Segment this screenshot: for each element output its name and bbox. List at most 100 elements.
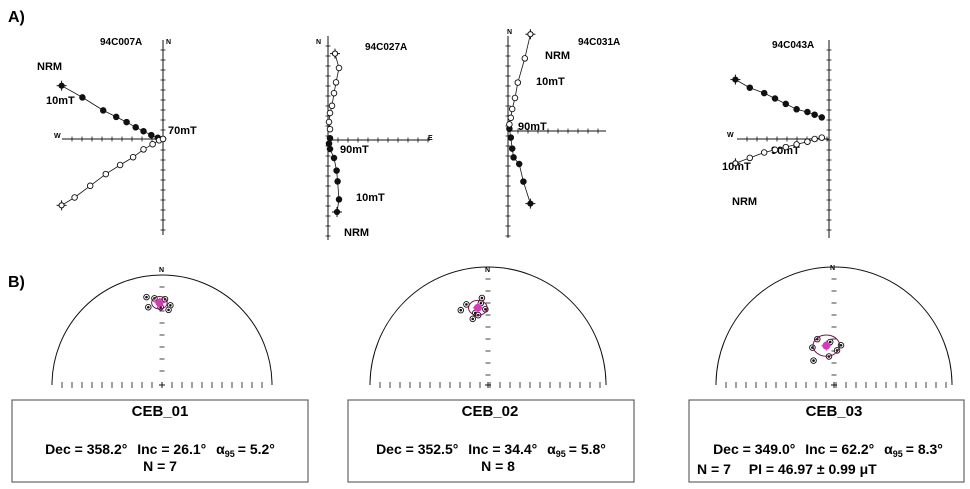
z3-title: 94C031A — [578, 37, 620, 48]
horizontal-projection-point — [140, 127, 147, 135]
z4-nrm-label: NRM — [732, 196, 757, 208]
nrm-point — [527, 31, 534, 38]
horizontal-projection-point — [520, 178, 527, 185]
a95-confidence-ellipse — [468, 299, 488, 316]
site-mean-dot — [167, 308, 170, 312]
nrm-point — [58, 82, 65, 89]
stats-line-1: Dec = 352.5° Inc = 34.4° α95 = 5.8° — [376, 441, 606, 459]
vertical-projection-point — [159, 135, 167, 143]
stats-box-CEB_02: CEB_02 Dec = 352.5° Inc = 34.4° α95 = 5.8… — [347, 399, 635, 483]
stereonet-CEB_03: N — [715, 265, 953, 388]
alpha-symbol: α — [216, 441, 225, 457]
vertical-projection-point — [325, 118, 333, 126]
dec-value: Dec = 352.5° — [376, 441, 458, 457]
nrm-point — [58, 202, 65, 209]
zijderveld-plot-94C031A: 94C031A N NRM 10mT 90mT — [505, 29, 620, 238]
z4-axis-ticks — [826, 49, 832, 231]
site-mean-dot — [145, 295, 148, 299]
horizontal-projection-point — [510, 154, 517, 161]
horizontal-projection-point — [782, 100, 790, 108]
z3-axis-ticks — [505, 45, 511, 237]
site-mean-dot — [169, 304, 172, 307]
panel-a-label: A) — [8, 9, 25, 26]
stats-box-CEB_01: CEB_01 Dec = 358.2° Inc = 26.1° α95 = 5.2… — [11, 399, 309, 483]
horizontal-projection-point — [148, 131, 155, 139]
z1-west-label: W — [54, 133, 61, 140]
stereonet-CEB_01: N — [51, 267, 273, 388]
vertical-projection-point — [326, 109, 334, 117]
vertical-projection-point — [811, 135, 818, 143]
horizontal-projection-point — [760, 89, 768, 97]
vertical-projection-point — [521, 55, 529, 62]
vertical-projection-point — [818, 134, 826, 141]
alpha-subscript: 95 — [893, 449, 903, 459]
z3-axis-ticks-h — [517, 128, 599, 134]
alpha-symbol: α — [547, 441, 556, 457]
net2-north-label: N — [485, 267, 490, 274]
vertical-projection-point — [116, 161, 124, 169]
alpha-subscript: 95 — [556, 449, 566, 459]
site-mean-dot — [812, 359, 815, 362]
primitive-circle — [715, 266, 953, 386]
zijderveld-plot-94C007A: 94C007A N W NRM 10mT 70mT — [37, 37, 197, 235]
horizontal-projection-point — [123, 118, 130, 126]
vertical-projection-point — [782, 143, 790, 151]
panel-b-label: B) — [8, 274, 25, 291]
vertical-projection-point — [760, 149, 768, 156]
vertical-projection-point — [86, 182, 94, 190]
vertical-projection-point — [507, 114, 515, 122]
horizontal-projection-point — [79, 94, 86, 101]
z3-10mt-label: 10mT — [536, 76, 565, 88]
z1-10mt-label: 10mT — [46, 95, 75, 107]
n-value: N = 7 — [697, 461, 731, 477]
site-mean-dot — [479, 301, 483, 305]
vertical-projection-point — [511, 94, 519, 102]
vertical-projection-point — [129, 153, 137, 161]
a95-confidence-ellipse — [812, 334, 841, 357]
nrm-point — [732, 76, 739, 83]
vertical-projection-point — [71, 194, 78, 201]
z2-east-label: E — [428, 135, 433, 142]
stats-box-title: CEB_02 — [462, 403, 519, 420]
inc-value: Inc = 34.4° — [468, 441, 537, 457]
z4-west-label: W — [727, 132, 734, 139]
z2-title: 94C027A — [365, 42, 407, 53]
vertical-projection-point — [514, 79, 522, 86]
nrm-point — [732, 160, 739, 167]
inc-value: Inc = 62.2° — [805, 441, 874, 457]
horizontal-projection-point — [507, 134, 515, 141]
horizontal-projection-point — [325, 140, 333, 147]
net1-north-label: N — [159, 267, 164, 274]
vertical-projection-point — [149, 140, 156, 148]
a95-confidence-ellipse — [151, 296, 168, 310]
primitive-circle — [51, 274, 273, 386]
horizontal-projection-point — [793, 106, 800, 113]
horizontal-projection-point — [333, 167, 340, 174]
horizontal-projection-point — [334, 178, 341, 185]
nrm-point — [331, 50, 339, 57]
z3-nrm-label: NRM — [545, 50, 570, 62]
z4-10mt-label: 10mT — [722, 161, 751, 173]
vertical-projection-point — [508, 105, 516, 113]
z1-70mt-label: 70mT — [168, 125, 197, 137]
vertical-projection-point — [328, 102, 336, 110]
z4-90mt-label: 90mT — [771, 145, 800, 157]
nrm-point — [333, 208, 341, 216]
alpha-symbol: α — [884, 441, 893, 457]
horizontal-projection-point — [326, 134, 334, 142]
z2-axis-ticks-h — [337, 137, 429, 143]
horizontal-projection-point — [515, 160, 523, 168]
stats-line-1: Dec = 358.2° Inc = 26.1° α95 = 5.2° — [45, 441, 275, 459]
stats-line-1: Dec = 349.0° Inc = 62.2° α95 = 8.3° — [713, 441, 943, 459]
vertical-projection-point — [102, 170, 110, 178]
dec-value: Dec = 358.2° — [45, 441, 127, 457]
a95-value: = 8.3° — [906, 441, 943, 457]
alpha-subscript: 95 — [225, 449, 235, 459]
z2-north-label: N — [316, 39, 321, 46]
nrm-point — [527, 200, 534, 207]
site-mean-dot — [828, 340, 832, 344]
horizontal-projection-point — [335, 196, 343, 203]
stats-box-frame — [347, 399, 635, 483]
z3-90mt-label: 90mT — [518, 121, 547, 133]
